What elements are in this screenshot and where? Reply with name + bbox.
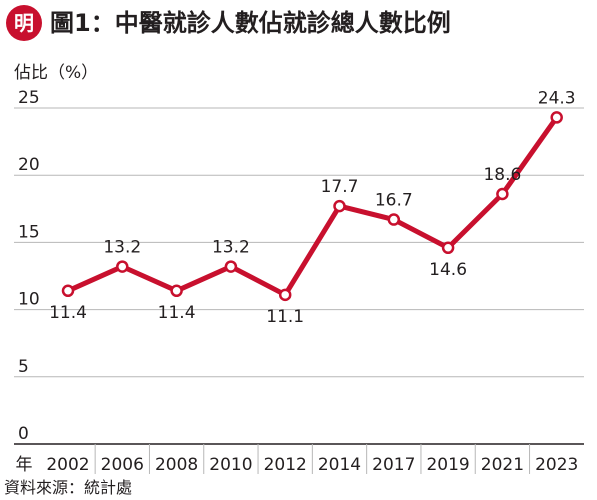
data-label: 24.3 [538,88,576,108]
x-tick-label: 2006 [101,455,144,475]
header: 明 圖1：中醫就診人數佔就診總人數比例 [0,0,597,46]
series-line [65,114,560,298]
x-tick-label: 2010 [209,455,252,475]
y-tick-label: 25 [18,88,40,108]
data-point [550,111,563,124]
newspaper-logo-icon: 明 [6,5,42,41]
x-tick-label: 2012 [264,455,307,475]
x-tick-label: 2019 [426,455,469,475]
data-series [61,111,563,302]
data-point [441,241,455,255]
data-label: 13.2 [212,238,250,258]
data-label: 13.2 [103,238,141,258]
x-tick-label: 2023 [535,455,578,475]
data-point [278,288,292,302]
data-label: 11.4 [49,303,87,323]
chart-title: 圖1：中醫就診人數佔就診總人數比例 [50,9,451,37]
data-point [333,199,346,213]
data-point [496,187,509,201]
y-tick-label: 10 [18,290,40,310]
x-tick-label: 2014 [318,455,361,475]
data-label: 18.6 [483,165,521,185]
y-tick-label: 15 [18,222,40,242]
x-axis: 年 2002 2006 2008 2010 2012 2014 2017 2019 2021 202… [14,443,584,475]
gridlines [14,107,584,378]
data-point [224,260,238,273]
data-label: 16.7 [375,191,413,211]
y-tick-label: 20 [18,155,40,175]
data-point [387,213,401,226]
data-label: 11.4 [158,303,196,323]
data-point [61,284,75,298]
data-label: 14.6 [429,260,467,280]
data-point [170,284,183,298]
data-label: 11.1 [266,307,304,327]
data-label: 17.7 [321,177,359,197]
y-tick-label: 0 [18,424,29,444]
x-tick-label: 2008 [155,455,198,475]
data-point [116,260,129,273]
data-labels: 11.4 13.2 11.4 13.2 11.1 17.7 16.7 14.6 18.6 24.3 [49,88,576,326]
y-tick-labels: 0 5 10 15 20 25 [18,88,40,444]
y-axis-label: 佔比（%） [14,63,99,83]
y-tick-label: 5 [18,357,29,377]
source-note: 資料來源：統計處 [4,478,133,497]
x-tick-label: 2002 [46,455,89,475]
x-tick-label: 2017 [372,455,415,475]
x-axis-label: 年 [16,455,33,475]
x-tick-label: 2021 [481,455,524,475]
